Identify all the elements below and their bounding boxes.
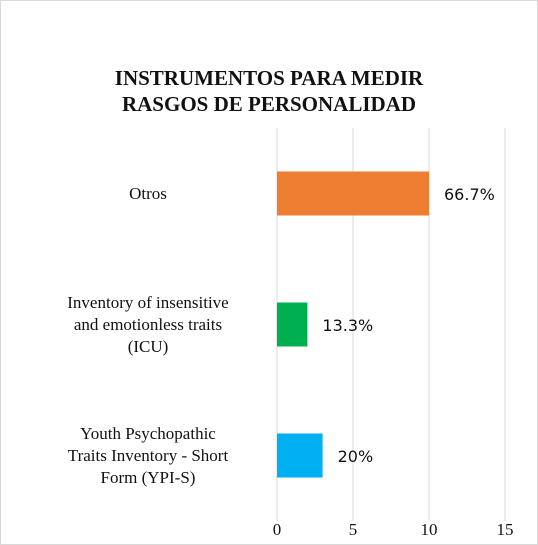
y-tick-label: Inventory of insensitive and emotionless…	[67, 292, 229, 356]
y-tick-label: Youth Psychopathic Traits Inventory - Sh…	[67, 423, 229, 487]
bar	[277, 171, 429, 216]
x-tick-label: 10	[421, 520, 438, 539]
x-tick-label: 0	[273, 520, 282, 539]
bar	[277, 302, 308, 347]
value-label: 66.7%	[444, 185, 495, 204]
y-tick-label: Otros	[129, 183, 167, 203]
value-label: 13.3%	[322, 316, 373, 335]
chart-title: INSTRUMENTOS PARA MEDIR RASGOS DE PERSON…	[114, 66, 424, 116]
bar	[277, 433, 323, 478]
x-tick-label: 5	[349, 520, 358, 539]
x-tick-label: 15	[497, 520, 514, 539]
value-label: 20%	[338, 447, 374, 466]
